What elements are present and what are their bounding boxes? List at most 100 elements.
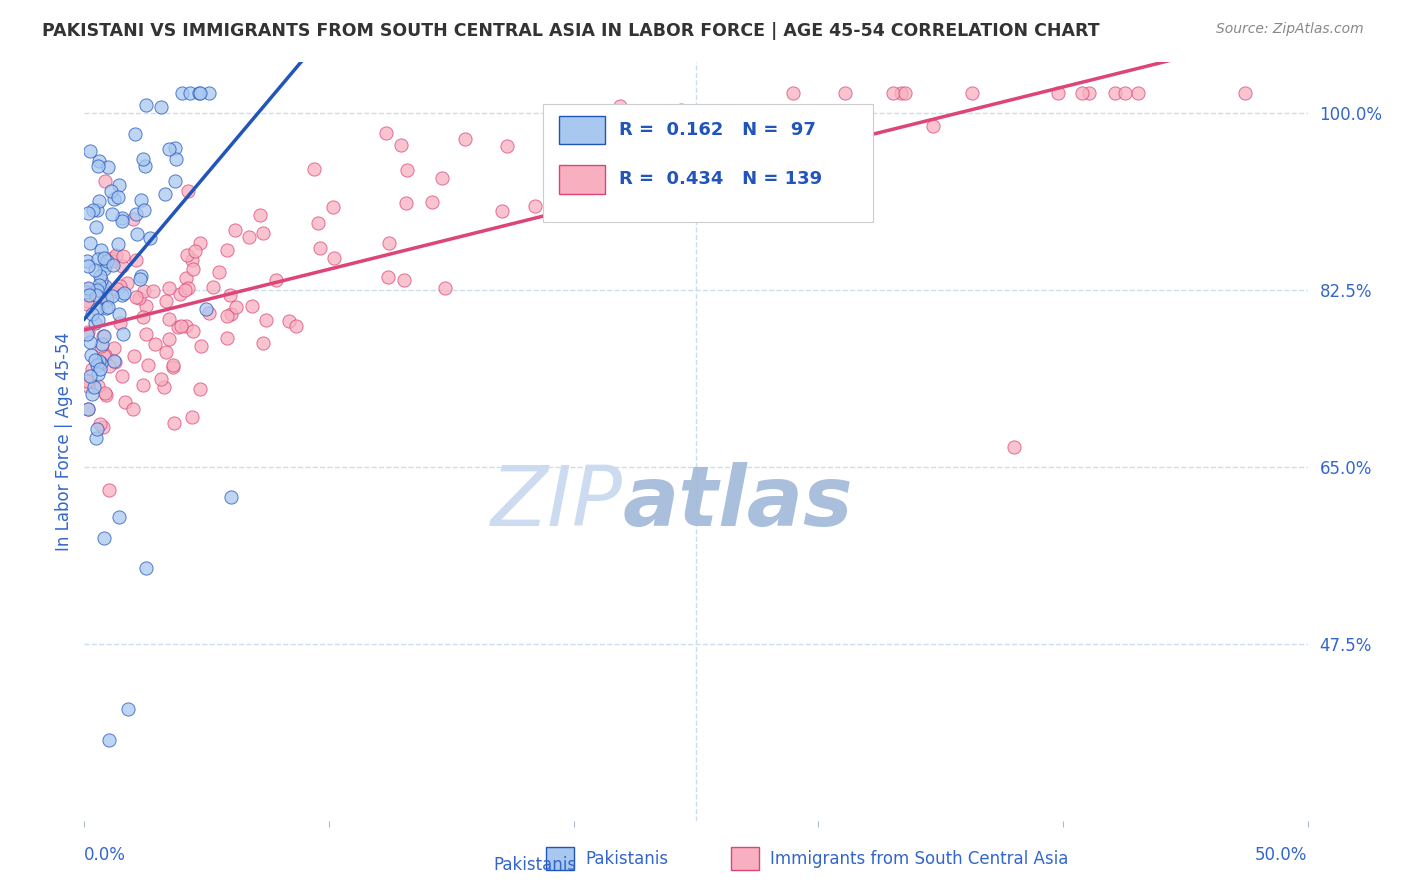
Point	[125, 227, 148, 241]
Point	[77, 281, 100, 295]
Point	[94, 174, 117, 188]
Point	[108, 307, 131, 321]
Point	[249, 208, 271, 222]
Point	[90, 284, 112, 298]
Point	[84, 220, 107, 235]
Point	[94, 286, 117, 301]
Point	[125, 207, 148, 221]
Bar	[560, 115, 606, 145]
Point	[1078, 86, 1101, 100]
Point	[322, 251, 344, 265]
Point	[125, 253, 148, 268]
Point	[176, 184, 198, 198]
Point	[135, 299, 157, 313]
Point	[107, 237, 129, 252]
Point	[165, 152, 187, 166]
Point	[304, 162, 326, 177]
Point	[91, 328, 114, 343]
Point	[86, 302, 108, 317]
Point	[129, 272, 152, 286]
Point	[76, 294, 98, 309]
Point	[496, 139, 519, 153]
Point	[94, 252, 117, 266]
Point	[100, 184, 122, 198]
Point	[86, 422, 108, 436]
Point	[179, 86, 201, 100]
Point	[108, 316, 131, 330]
Point	[111, 211, 134, 225]
Text: atlas: atlas	[623, 462, 853, 542]
Point	[188, 86, 211, 100]
Point	[152, 380, 174, 394]
Point	[79, 335, 101, 350]
Point	[111, 213, 134, 227]
Point	[93, 251, 115, 265]
Point	[224, 223, 246, 237]
Point	[188, 382, 211, 396]
Point	[609, 99, 631, 113]
Point	[77, 206, 100, 220]
Point	[174, 318, 197, 333]
Point	[76, 401, 98, 416]
Text: 0.0%: 0.0%	[84, 846, 127, 864]
Point	[284, 318, 307, 333]
Point	[77, 378, 100, 392]
Point	[669, 103, 692, 117]
Point	[134, 284, 156, 298]
Text: R =  0.162   N =  97: R = 0.162 N = 97	[619, 121, 815, 139]
Point	[225, 300, 247, 314]
Point	[93, 349, 115, 363]
Point	[129, 269, 152, 284]
Point	[434, 281, 457, 295]
Point	[134, 98, 156, 112]
Point	[122, 211, 145, 226]
Point	[181, 261, 204, 276]
Point	[86, 288, 108, 302]
Point	[181, 324, 204, 338]
Point	[114, 395, 136, 409]
Point	[129, 194, 152, 208]
Point	[77, 259, 100, 273]
Point	[132, 378, 155, 392]
Point	[89, 268, 111, 283]
Point	[139, 231, 162, 245]
Point	[266, 273, 288, 287]
Point	[215, 331, 238, 345]
Point	[77, 282, 100, 296]
Point	[703, 170, 725, 185]
Point	[132, 203, 155, 218]
Point	[75, 285, 97, 299]
Point	[90, 356, 112, 370]
Point	[254, 313, 277, 327]
Point	[389, 138, 412, 153]
Point	[392, 273, 415, 287]
Point	[97, 300, 120, 314]
Point	[77, 325, 100, 339]
Point	[111, 327, 134, 342]
Point	[107, 510, 129, 524]
Point	[163, 417, 186, 431]
Point	[86, 368, 108, 382]
Point	[84, 431, 107, 445]
Point	[80, 307, 103, 321]
Point	[122, 350, 145, 364]
Point	[86, 159, 108, 173]
Point	[157, 281, 180, 295]
Point	[86, 358, 108, 372]
Bar	[546, 847, 574, 870]
Point	[1104, 86, 1126, 100]
Point	[174, 270, 197, 285]
Point	[89, 243, 111, 257]
Point	[395, 196, 418, 211]
Point	[174, 283, 197, 297]
Point	[94, 386, 117, 401]
Point	[79, 145, 101, 159]
Point	[238, 230, 260, 244]
Point	[1126, 86, 1149, 100]
Point	[104, 355, 127, 369]
Point	[90, 273, 112, 287]
Point	[190, 339, 212, 353]
Y-axis label: In Labor Force | Age 45-54: In Labor Force | Age 45-54	[55, 332, 73, 551]
Point	[96, 388, 118, 402]
Point	[84, 352, 107, 367]
